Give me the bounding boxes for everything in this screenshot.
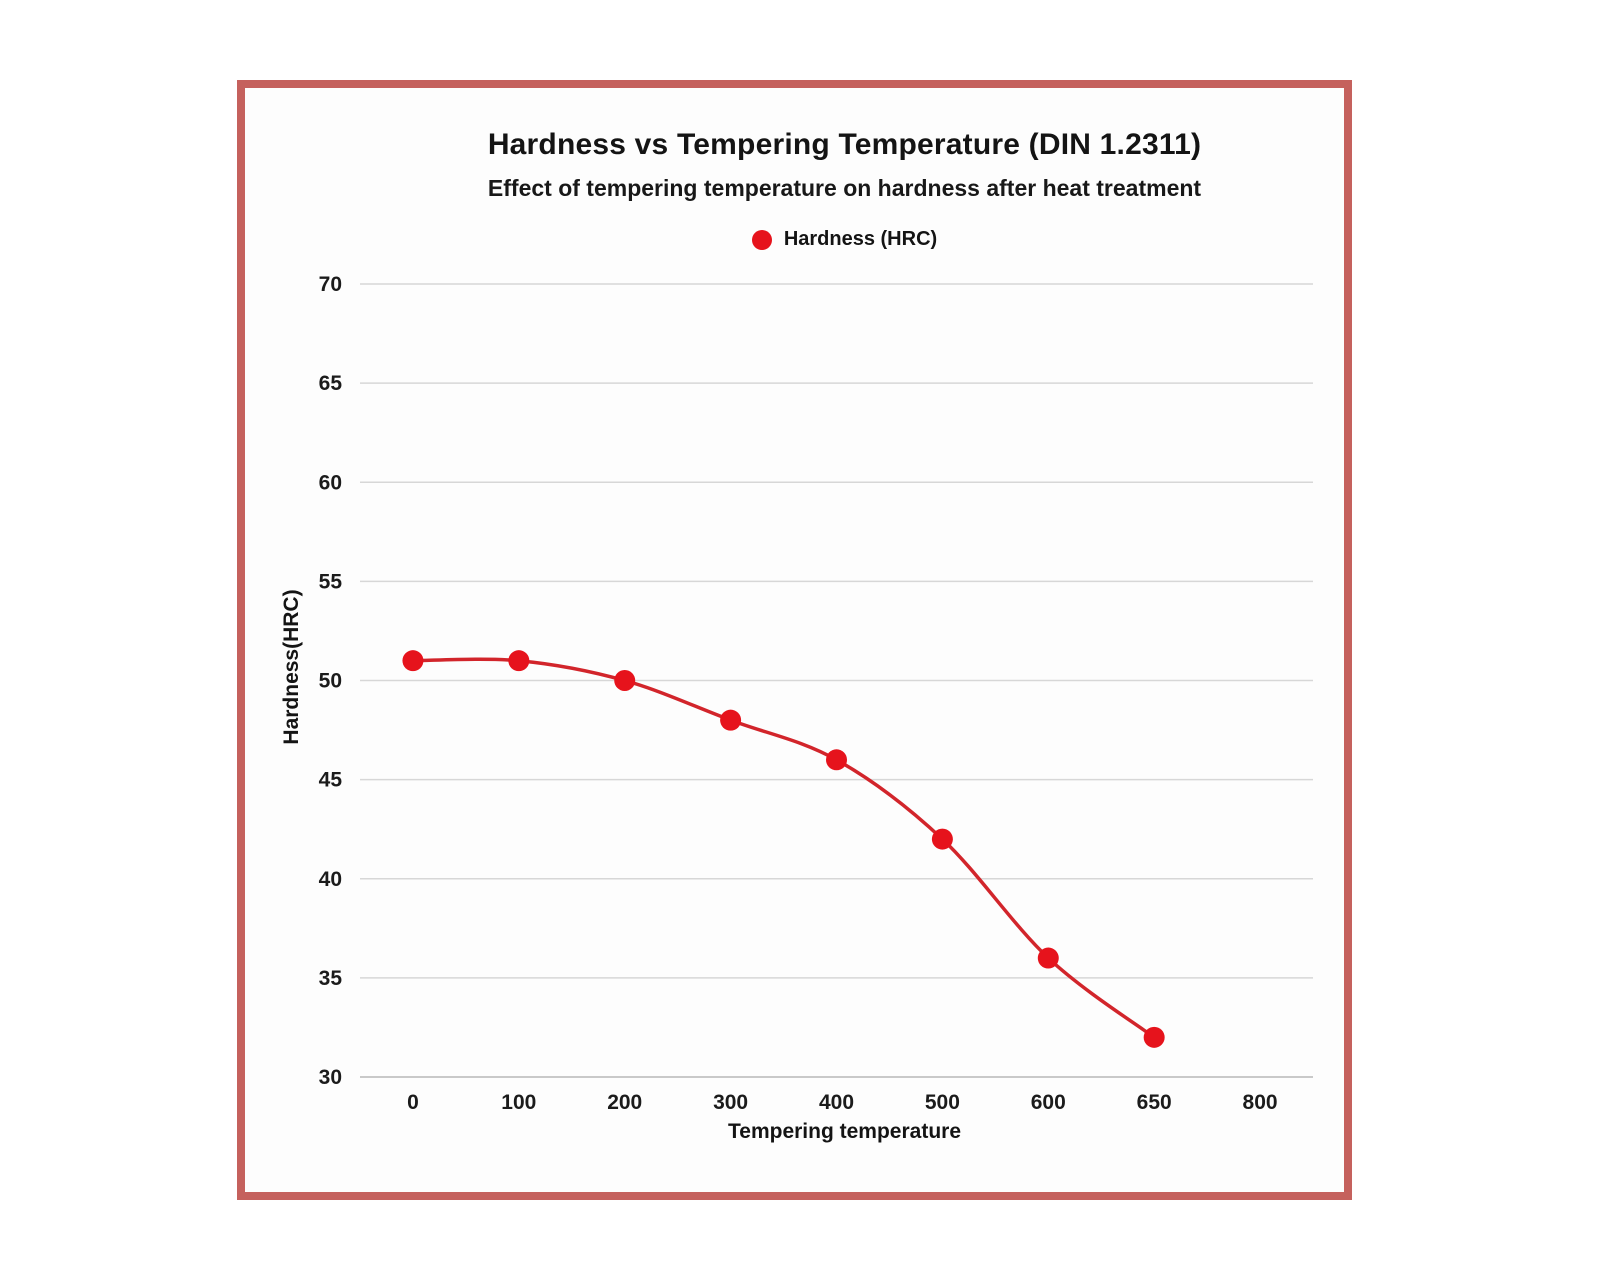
legend-marker-icon xyxy=(751,229,772,250)
y-tick-label: 45 xyxy=(319,769,343,792)
y-tick-label: 70 xyxy=(319,273,342,296)
data-point-marker xyxy=(1037,947,1059,969)
data-point-marker xyxy=(402,650,424,672)
data-point-marker xyxy=(1143,1026,1165,1048)
series-line xyxy=(412,657,1156,1039)
x-tick-label: 600 xyxy=(1031,1091,1066,1114)
y-tick-label: 40 xyxy=(319,868,342,891)
y-axis-title: Hardness(HRC) xyxy=(280,589,303,745)
data-point-marker xyxy=(508,650,530,672)
data-point-marker xyxy=(826,749,847,771)
legend: Hardness (HRC) xyxy=(345,228,1344,251)
y-tick-label: 65 xyxy=(319,372,343,395)
y-tick-label: 55 xyxy=(319,570,343,593)
y-tick-label: 60 xyxy=(319,471,342,494)
x-tick-label: 0 xyxy=(407,1091,419,1114)
y-tick-label: 35 xyxy=(319,967,343,990)
line-chart: 30 35 40 45 50 55 60 65 70 0 100 200 300 400 500 600 650… xyxy=(319,273,1313,1114)
data-point-marker xyxy=(931,828,953,850)
x-axis-title: Tempering temperature xyxy=(728,1120,961,1143)
chart-subtitle: Effect of tempering temperature on hardn… xyxy=(487,175,1202,201)
x-tick-label: 500 xyxy=(925,1091,960,1114)
x-tick-label: 800 xyxy=(1243,1091,1278,1114)
data-point-marker xyxy=(720,709,742,731)
y-tick-label: 30 xyxy=(319,1066,342,1089)
legend-label: Hardness (HRC) xyxy=(783,228,938,250)
chart-frame: Hardness vs Tempering Temperature (DIN 1… xyxy=(237,80,1352,1200)
x-tick-label: 200 xyxy=(607,1091,642,1114)
x-tick-label: 300 xyxy=(713,1091,748,1114)
x-tick-label: 400 xyxy=(819,1091,854,1114)
data-point-marker xyxy=(614,670,636,691)
y-tick-label: 50 xyxy=(319,670,342,693)
x-tick-label: 650 xyxy=(1137,1091,1172,1114)
x-tick-label: 100 xyxy=(501,1091,536,1114)
chart-title: Hardness vs Tempering Temperature (DIN 1… xyxy=(487,128,1202,161)
